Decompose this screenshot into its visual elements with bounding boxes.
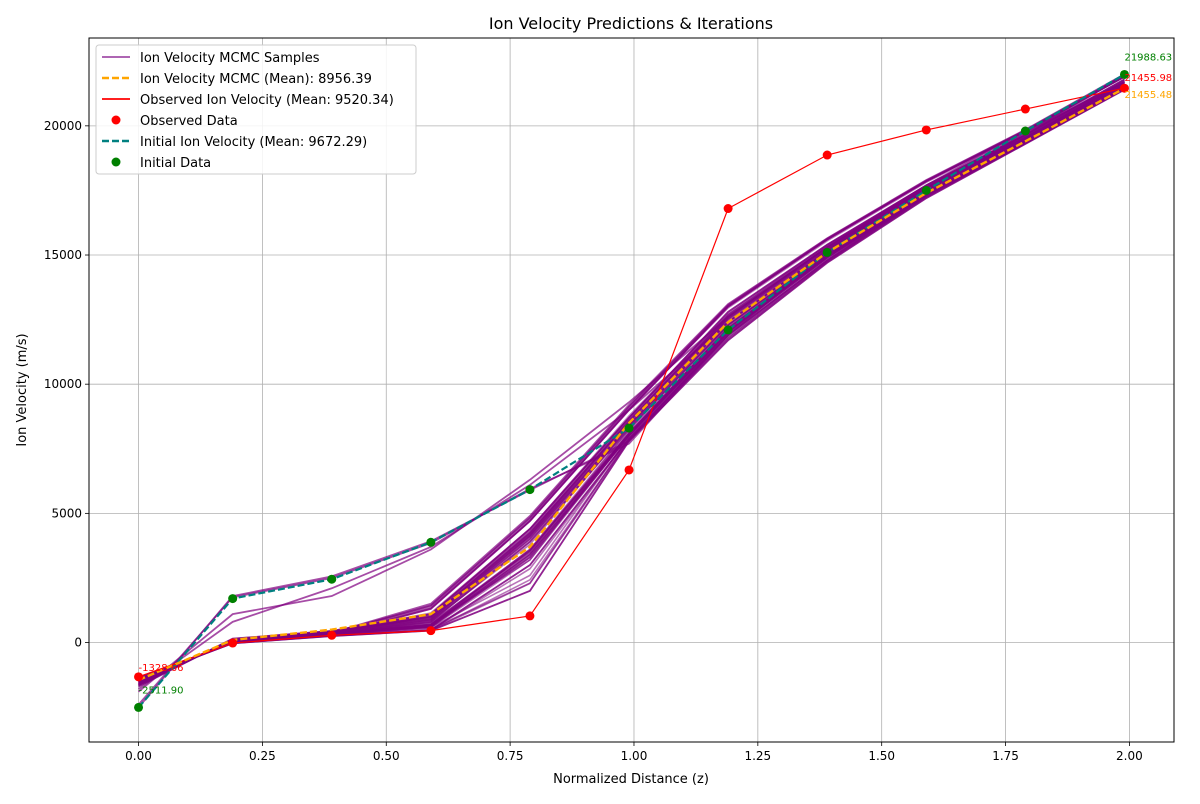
x-tick-label: 0.25 [249, 749, 276, 763]
y-tick-label: 10000 [44, 377, 82, 391]
initial-point [723, 325, 733, 335]
x-tick-label: 1.00 [621, 749, 648, 763]
x-tick-label: 0.50 [373, 749, 400, 763]
observed-point [723, 204, 733, 214]
legend-marker [111, 157, 121, 167]
legend: Ion Velocity MCMC Samples Ion Velocity MC… [95, 44, 417, 175]
legend-label: Ion Velocity MCMC (Mean): 8956.39 [140, 72, 372, 87]
initial-point [1119, 69, 1129, 79]
y-tick-label: 5000 [51, 506, 82, 520]
observed-point [921, 125, 931, 135]
legend-label: Observed Ion Velocity (Mean: 9520.34) [140, 93, 394, 108]
axis-ticks: 0.00 0.25 0.50 0.75 1.00 1.25 1.50 1.75 2.00 0 500… [44, 119, 1143, 763]
annotation-label: 21455.48 [1124, 90, 1172, 101]
legend-marker [111, 115, 121, 125]
initial-point [134, 702, 144, 712]
observed-point [134, 672, 144, 682]
x-tick-label: 0.75 [497, 749, 524, 763]
observed-point [1020, 104, 1030, 114]
annotations: -1328.66 -2511.90 21988.63 21455.98 21455.48 [139, 52, 1173, 696]
annotation-label: -2511.90 [139, 685, 184, 696]
x-tick-label: 0.00 [125, 749, 152, 763]
x-axis-label: Normalized Distance (z) [553, 772, 709, 787]
initial-point [327, 574, 337, 584]
x-tick-label: 1.50 [868, 749, 895, 763]
x-tick-label: 2.00 [1116, 749, 1143, 763]
legend-label: Ion Velocity MCMC Samples [140, 51, 320, 66]
plot-frame [88, 37, 1175, 743]
initial-point [1020, 126, 1030, 136]
y-axis-label: Ion Velocity (m/s) [15, 333, 30, 446]
annotation-label: -1328.66 [139, 663, 184, 674]
legend-box [95, 44, 417, 175]
observed-point [1119, 83, 1129, 93]
annotation-label: 21988.63 [1124, 52, 1172, 63]
initial-line [137, 73, 1126, 709]
y-tick-label: 0 [74, 636, 82, 650]
y-tick-label: 15000 [44, 248, 82, 262]
observed-point [624, 465, 634, 475]
observed-point [327, 630, 337, 640]
x-tick-label: 1.25 [744, 749, 771, 763]
mcmc-sample-line [137, 75, 1125, 693]
legend-label: Observed Data [140, 114, 238, 129]
initial-point [624, 423, 634, 433]
initial-point [426, 537, 436, 547]
initial-point [822, 247, 832, 257]
observed-point [426, 626, 436, 636]
legend-label: Initial Ion Velocity (Mean: 9672.29) [140, 135, 367, 150]
observed-point [525, 611, 535, 621]
observed-point [228, 638, 238, 648]
data-markers [134, 69, 1129, 712]
mcmc-mean-line [138, 87, 1126, 682]
annotation-label: 21455.98 [1124, 73, 1172, 84]
observed-point [822, 150, 832, 160]
initial-point [228, 594, 238, 604]
legend-label: Initial Data [140, 156, 211, 171]
initial-point [921, 185, 931, 195]
initial-point [525, 485, 535, 495]
y-tick-label: 20000 [44, 119, 82, 133]
chart-title: Ion Velocity Predictions & Iterations [489, 14, 773, 33]
x-tick-label: 1.75 [992, 749, 1019, 763]
